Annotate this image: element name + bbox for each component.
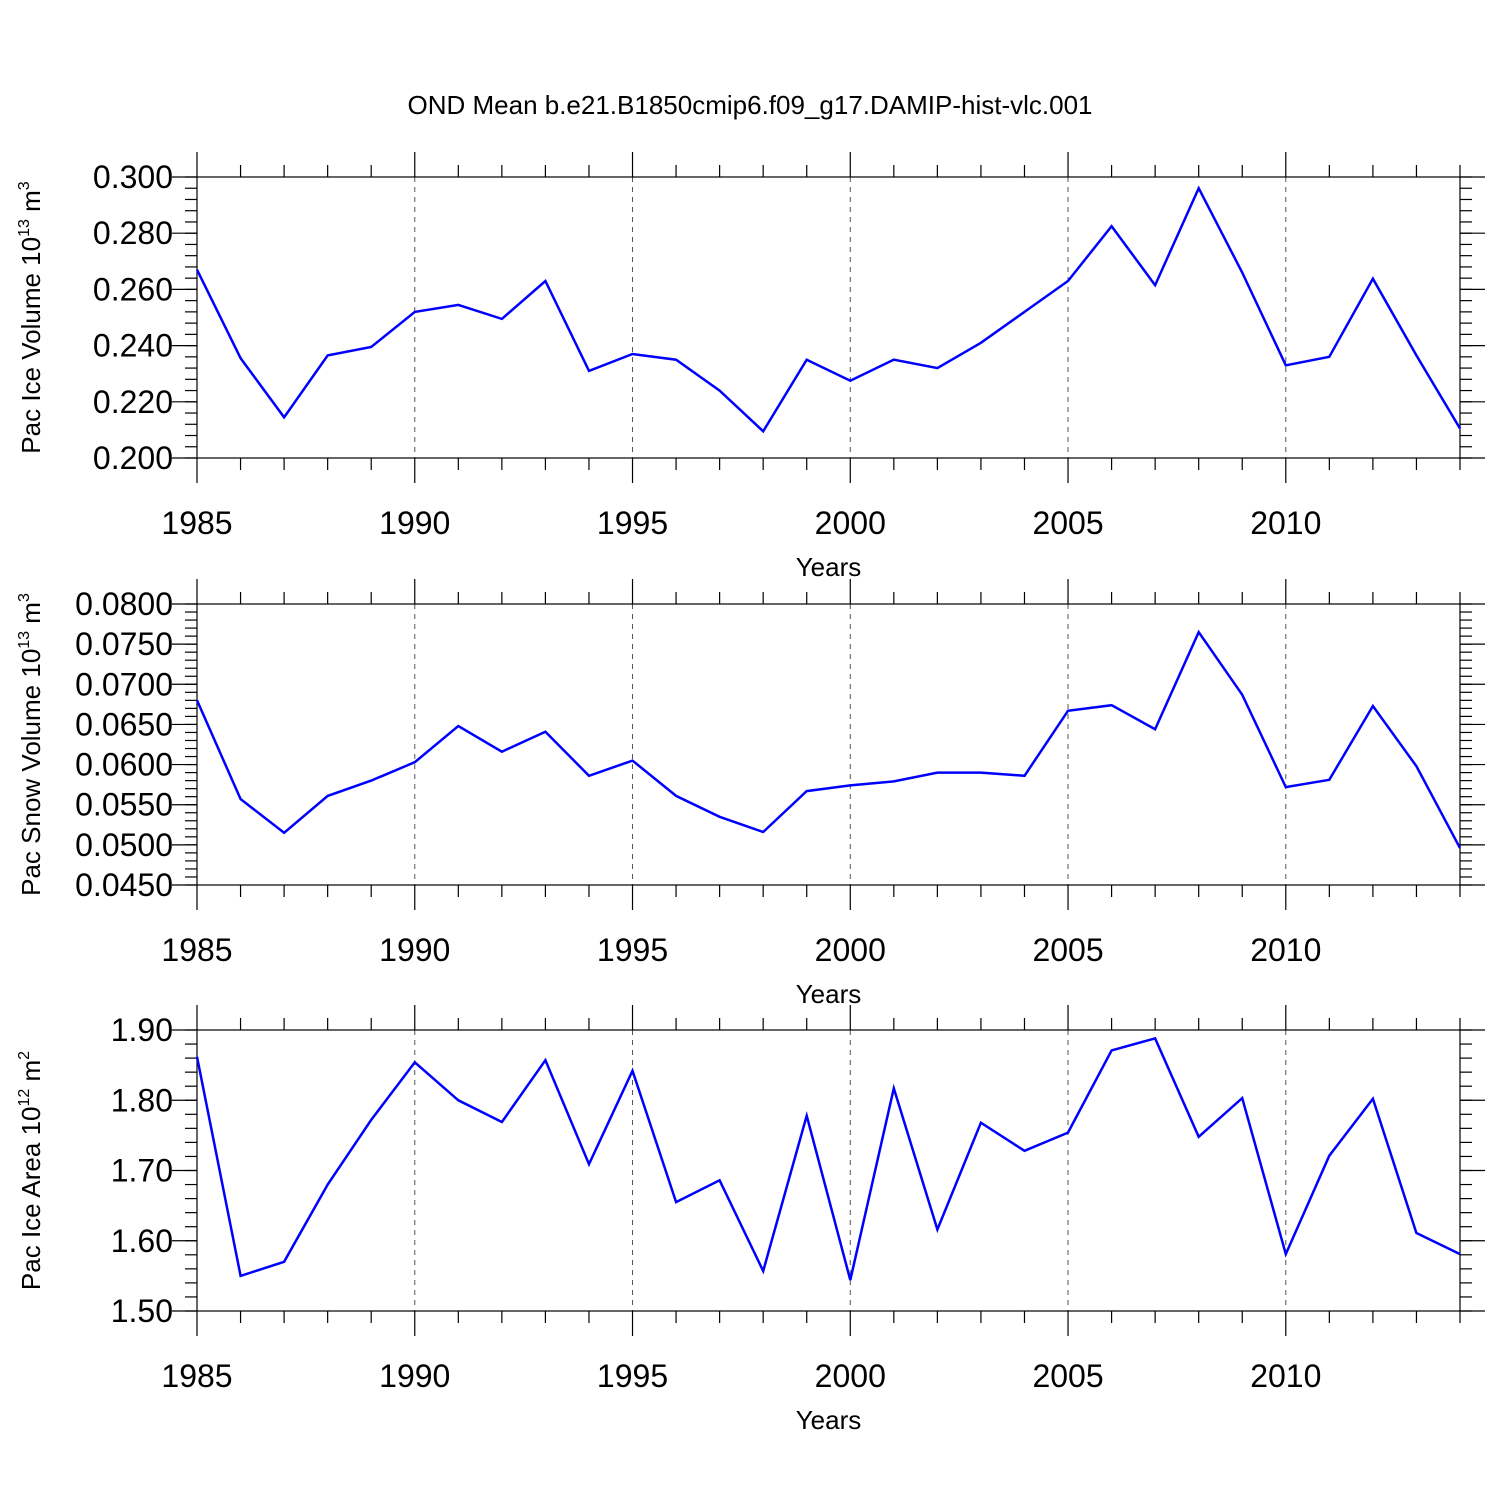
pac-snow-volume-y-tick-label: 0.0750: [75, 626, 173, 662]
pac-ice-area-y-axis-label-unit: m: [16, 1060, 46, 1089]
pac-ice-volume-x-axis-label: Years: [796, 552, 862, 582]
panels: 1985 1990 1995 2000 2005 2010 Years 0.200 0.220 0…: [16, 152, 1485, 1435]
pac-ice-volume-series-line: [195, 185, 1462, 434]
pac-ice-volume-x-tick-label: 1990: [379, 505, 450, 541]
pac-snow-volume-y-tick-label: 0.0600: [75, 747, 173, 783]
pac-ice-area-y-tick-label: 1.50: [111, 1293, 173, 1329]
pac-ice-area-y-tick-label: 1.70: [111, 1153, 173, 1189]
pac-ice-volume-x-tick-label: 1995: [597, 505, 668, 541]
pac-ice-volume-y-axis-label-unit-exponent: 3: [16, 181, 33, 190]
pac-ice-volume-y-tick-label: 0.280: [93, 215, 173, 251]
pac-ice-area-x-tick-label: 1985: [161, 1358, 232, 1394]
pac-ice-volume-x-tick-label: 2005: [1032, 505, 1103, 541]
pac-ice-volume-panel: 1985 1990 1995 2000 2005 2010 Years 0.200 0.220 0…: [16, 152, 1485, 582]
pac-ice-area-y-axis-label-unit-exponent: 2: [16, 1051, 33, 1060]
pac-ice-area-y-axis-label-main: Pac Ice Area 10: [16, 1107, 46, 1291]
pac-snow-volume-y-tick-label: 0.0700: [75, 666, 173, 702]
pac-ice-volume-y-tick-label: 0.240: [93, 328, 173, 364]
pac-ice-volume-x-tick-label: 1985: [161, 505, 232, 541]
pac-snow-volume-y-tick-label: 0.0650: [75, 706, 173, 742]
pac-ice-volume-y-tick-label: 0.260: [93, 271, 173, 307]
pac-snow-volume-y-axis-label-unit-exponent: 3: [16, 593, 33, 602]
pac-ice-volume-y-axis-label-main: Pac Ice Volume 10: [16, 237, 46, 454]
pac-ice-area-x-tick-label: 2010: [1250, 1358, 1321, 1394]
pac-snow-volume-x-tick-label: 1985: [161, 932, 232, 968]
pac-ice-area-x-axis-label: Years: [796, 1405, 862, 1435]
pac-ice-area-x-tick-label: 2000: [815, 1358, 886, 1394]
pac-snow-volume-y-tick-label: 0.0500: [75, 827, 173, 863]
pac-ice-volume-x-tick-label: 2010: [1250, 505, 1321, 541]
pac-ice-volume-y-tick-label: 0.200: [93, 440, 173, 476]
pac-snow-volume-x-axis-label: Years: [796, 979, 862, 1009]
pac-ice-volume-x-tick-label: 2000: [815, 505, 886, 541]
pac-snow-volume-frame: [196, 603, 1461, 886]
pac-ice-volume-y-tick-label: 0.300: [93, 159, 173, 195]
pac-ice-area-series-line: [195, 1036, 1461, 1281]
pac-ice-area-frame: [196, 1029, 1461, 1312]
pac-ice-area-x-tick-label: 1990: [379, 1358, 450, 1394]
pac-snow-volume-y-axis-label-main: Pac Snow Volume 10: [16, 649, 46, 896]
pac-snow-volume-y-axis-label: Pac Snow Volume 1013 m3: [16, 593, 46, 896]
pac-ice-volume-y-axis-label: Pac Ice Volume 1013 m3: [16, 181, 46, 454]
pac-snow-volume-y-tick-label: 0.0800: [75, 586, 173, 622]
pac-ice-area-panel: 1985 1990 1995 2000 2005 2010 Years 1.50 1.60 1.7…: [16, 1005, 1485, 1435]
pac-ice-area-y-axis-label-exponent: 12: [16, 1089, 33, 1107]
pac-ice-area-y-tick-label: 1.60: [111, 1223, 173, 1259]
pac-snow-volume-y-tick-label: 0.0450: [75, 867, 173, 903]
pac-ice-volume-frame: [196, 176, 1461, 459]
pac-ice-area-y-tick-label: 1.90: [111, 1012, 173, 1048]
pac-snow-volume-x-tick-label: 1995: [597, 932, 668, 968]
pac-snow-volume-x-tick-label: 2000: [815, 932, 886, 968]
pac-snow-volume-y-axis-label-exponent: 13: [16, 631, 33, 649]
pac-ice-volume-y-axis-label-exponent: 13: [16, 219, 33, 237]
pac-snow-volume-y-tick-label: 0.0550: [75, 787, 173, 823]
pac-snow-volume-x-tick-label: 1990: [379, 932, 450, 968]
pac-ice-volume-y-axis-label-unit: m: [16, 190, 46, 219]
pac-snow-volume-y-axis-label-unit: m: [16, 602, 46, 631]
pac-ice-area-y-axis-label: Pac Ice Area 1012 m2: [16, 1051, 46, 1290]
pac-ice-volume-y-tick-label: 0.220: [93, 384, 173, 420]
pac-snow-volume-panel: 1985 1990 1995 2000 2005 2010 Years 0.0450 0.050…: [16, 579, 1485, 1009]
figure-title: OND Mean b.e21.B1850cmip6.f09_g17.DAMIP-…: [407, 90, 1092, 120]
pac-snow-volume-x-tick-label: 2005: [1032, 932, 1103, 968]
pac-snow-volume-x-tick-label: 2010: [1250, 932, 1321, 968]
pac-ice-area-y-tick-label: 1.80: [111, 1082, 173, 1118]
pac-ice-area-x-tick-label: 1995: [597, 1358, 668, 1394]
pac-snow-volume-series-line: [195, 629, 1462, 849]
pac-ice-area-x-tick-label: 2005: [1032, 1358, 1103, 1394]
